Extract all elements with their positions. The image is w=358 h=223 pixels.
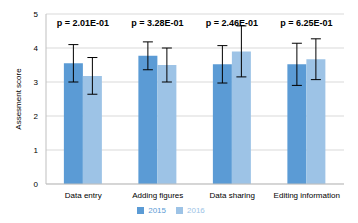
svg-text:5: 5 <box>34 10 39 19</box>
svg-text:p = 2.01E-01: p = 2.01E-01 <box>57 18 109 28</box>
svg-text:4: 4 <box>34 44 39 53</box>
svg-text:Data entry: Data entry <box>65 191 102 200</box>
svg-text:p = 2.46E-01: p = 2.46E-01 <box>206 18 258 28</box>
svg-text:2: 2 <box>34 112 39 121</box>
svg-text:1: 1 <box>34 146 39 155</box>
svg-text:p = 6.25E-01: p = 6.25E-01 <box>280 18 332 28</box>
svg-text:0: 0 <box>34 180 39 189</box>
svg-text:Data sharing: Data sharing <box>210 191 255 200</box>
html-text:2015: 2015 <box>148 206 166 215</box>
svg-text:3: 3 <box>34 78 39 87</box>
svg-text:p = 3.28E-01: p = 3.28E-01 <box>131 18 183 28</box>
svg-text:Editing information: Editing information <box>274 191 340 200</box>
svg-text:Adding figures: Adding figures <box>132 191 183 200</box>
svg-text:Assesment score: Assesment score <box>14 68 23 130</box>
html-text:2016: 2016 <box>187 206 205 215</box>
